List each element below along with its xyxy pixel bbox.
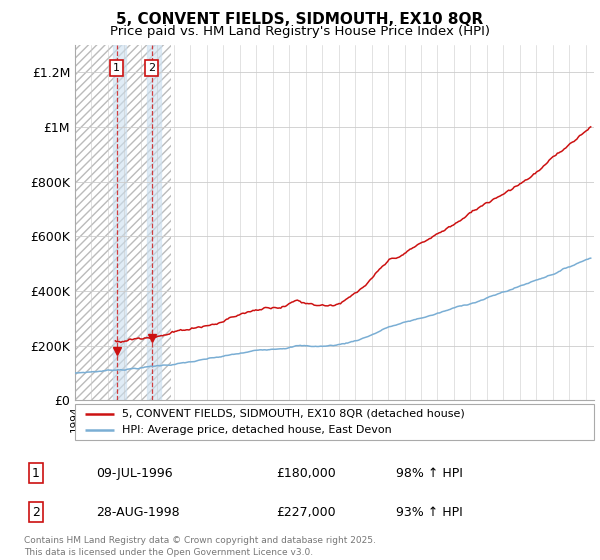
Bar bbox=[113, 45, 126, 400]
Text: HPI: Average price, detached house, East Devon: HPI: Average price, detached house, East… bbox=[122, 425, 391, 435]
Text: 1: 1 bbox=[32, 466, 40, 480]
Text: 93% ↑ HPI: 93% ↑ HPI bbox=[396, 506, 463, 519]
Bar bbox=[148, 45, 161, 400]
Text: 5, CONVENT FIELDS, SIDMOUTH, EX10 8QR: 5, CONVENT FIELDS, SIDMOUTH, EX10 8QR bbox=[116, 12, 484, 27]
Bar bbox=[75, 45, 170, 400]
Text: 98% ↑ HPI: 98% ↑ HPI bbox=[396, 466, 463, 480]
Text: 1: 1 bbox=[113, 63, 120, 73]
Text: £180,000: £180,000 bbox=[276, 466, 336, 480]
Text: Price paid vs. HM Land Registry's House Price Index (HPI): Price paid vs. HM Land Registry's House … bbox=[110, 25, 490, 38]
FancyBboxPatch shape bbox=[75, 45, 170, 400]
Text: 2: 2 bbox=[32, 506, 40, 519]
Text: 2: 2 bbox=[148, 63, 155, 73]
Text: 28-AUG-1998: 28-AUG-1998 bbox=[96, 506, 179, 519]
Text: Contains HM Land Registry data © Crown copyright and database right 2025.
This d: Contains HM Land Registry data © Crown c… bbox=[24, 536, 376, 557]
Text: 09-JUL-1996: 09-JUL-1996 bbox=[96, 466, 173, 480]
Text: £227,000: £227,000 bbox=[276, 506, 335, 519]
Text: 5, CONVENT FIELDS, SIDMOUTH, EX10 8QR (detached house): 5, CONVENT FIELDS, SIDMOUTH, EX10 8QR (d… bbox=[122, 409, 464, 419]
